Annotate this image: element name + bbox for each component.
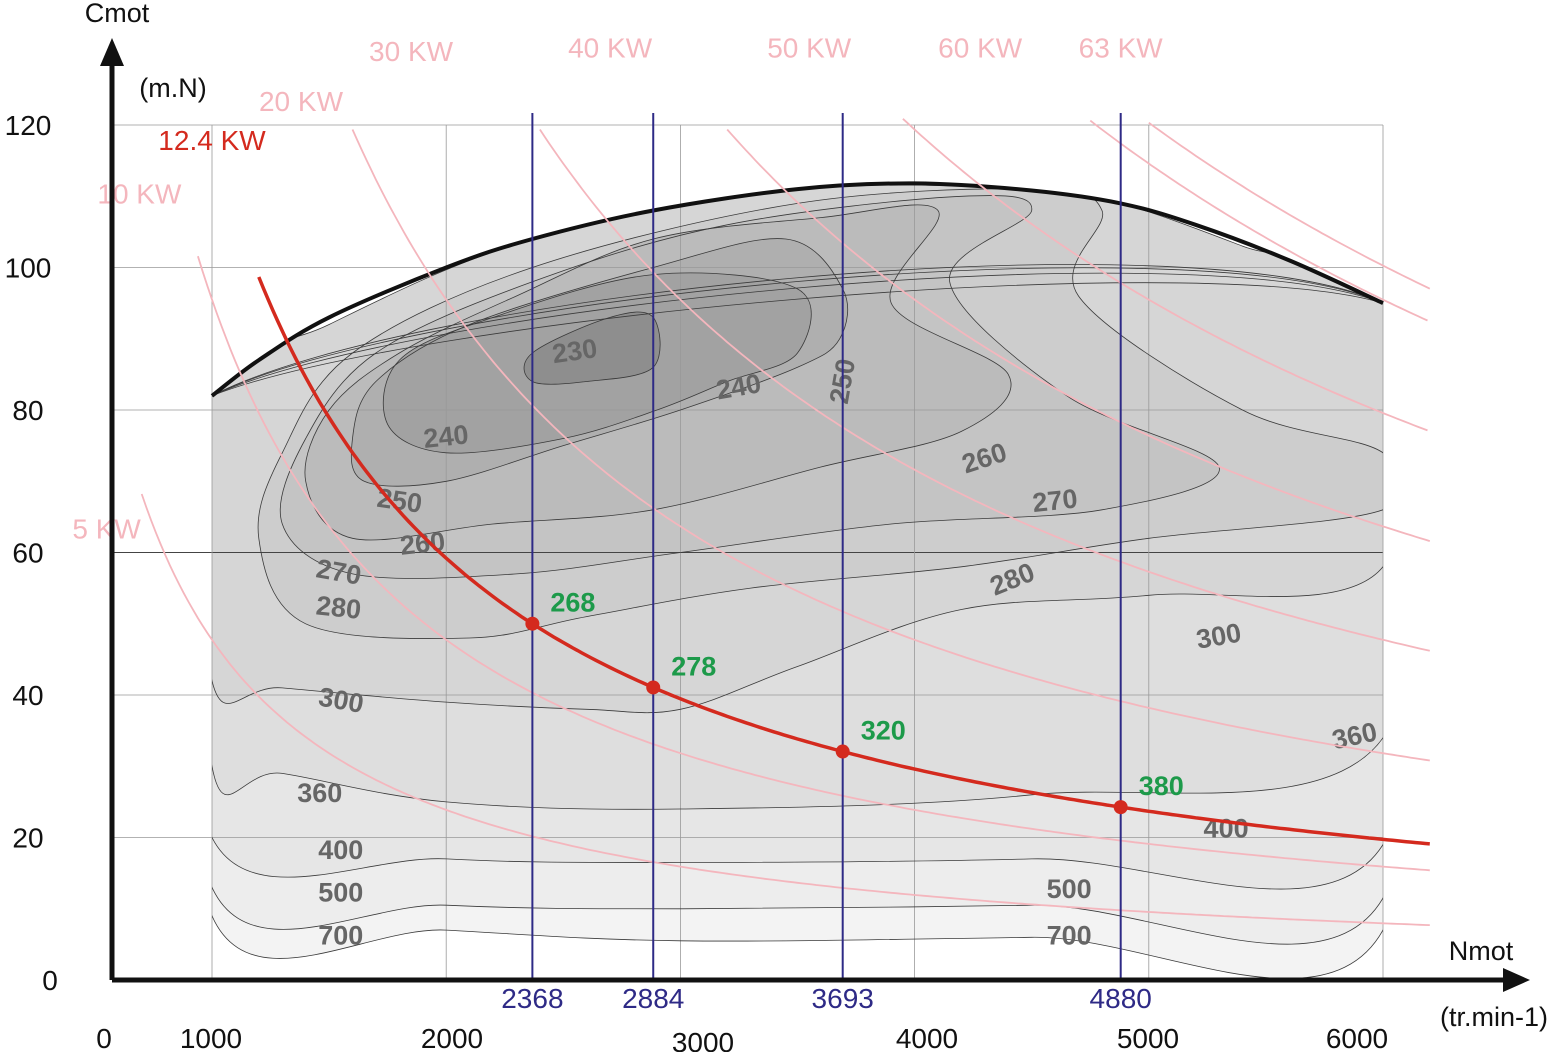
x-tick-3000: 3000 [672, 1027, 734, 1052]
power-curve-60kw [1089, 119, 1428, 322]
contour-label-230: 230 [550, 333, 599, 369]
contour-label-700: 700 [1047, 920, 1092, 950]
rpm-lines: 2368 2884 3693 4880 [501, 113, 1152, 1014]
y-axis-unit: (m.N) [139, 73, 206, 103]
axes: Cmot (m.N) Nmot (tr.min-1) 0 20 40 60 80 100 120 0 1… [5, 0, 1548, 1052]
power-label-40kw: 40 KW [568, 32, 653, 63]
x-tick-5000: 5000 [1117, 1023, 1179, 1052]
main-power-curve: 12.4 KW 268 278 320 380 [158, 125, 1430, 846]
x-axis-title: Nmot [1449, 936, 1514, 966]
contour-line-360 [212, 282, 1383, 810]
contour-label-400: 400 [318, 835, 363, 865]
x-tick-1000: 1000 [180, 1023, 242, 1052]
power-curve-5kw [140, 493, 1430, 926]
x-tick-4000: 4000 [896, 1023, 958, 1052]
power-curve-63kw [1148, 121, 1431, 290]
x-tick-6000: 6000 [1326, 1023, 1388, 1052]
power-label-30kw: 30 KW [369, 36, 454, 67]
y-tick-80: 80 [12, 395, 43, 426]
y-tick-0: 0 [42, 965, 58, 996]
power-label-20kw: 20 KW [259, 86, 344, 117]
y-tick-100: 100 [5, 253, 52, 284]
power-label-50kw: 50 KW [767, 32, 852, 63]
power-curve-10kw [197, 255, 1430, 872]
contour-line-400 [212, 272, 1383, 890]
contour-line-270 [279, 195, 1220, 579]
y-tick-60: 60 [12, 538, 43, 569]
x-tick-2000: 2000 [421, 1023, 483, 1052]
contour-label-500: 500 [1047, 874, 1092, 904]
power-label-60kw: 60 KW [938, 32, 1023, 63]
main-curve-label: 12.4 KW [158, 125, 266, 156]
y-tick-120: 120 [5, 110, 52, 141]
contour-line-700 [212, 264, 1383, 979]
contour-label-500: 500 [318, 878, 363, 908]
power-curve-40kw [726, 128, 1431, 542]
contour-label-700: 700 [318, 920, 363, 950]
contour-line-240 [382, 272, 812, 454]
x-tick-0: 0 [96, 1023, 112, 1052]
operating-value-320: 320 [861, 716, 906, 746]
contour-label-240: 240 [422, 419, 470, 454]
x-axis-unit: (tr.min-1) [1440, 1002, 1548, 1032]
y-axis-arrow [100, 38, 124, 66]
power-curve-30kw [539, 129, 1431, 652]
contour-label-260: 260 [399, 526, 447, 561]
full-load-line [210, 181, 1384, 398]
x-axis-arrow [1503, 968, 1530, 992]
full-load-curve [210, 181, 1384, 398]
operating-point-4880 [1113, 800, 1128, 815]
y-tick-40: 40 [12, 680, 43, 711]
operating-value-380: 380 [1139, 771, 1184, 801]
power-curve-50kw [902, 118, 1428, 432]
operating-point-2368 [525, 616, 540, 631]
operating-value-268: 268 [550, 588, 595, 618]
contour-fills [212, 184, 1383, 979]
contour-region-230 [524, 312, 661, 385]
operating-point-2884 [646, 680, 661, 695]
y-tick-20: 20 [12, 823, 43, 854]
operating-point-3693 [835, 744, 850, 759]
contour-label-280: 280 [315, 590, 363, 625]
rpm-tick-3693: 3693 [812, 983, 874, 1014]
operating-value-278: 278 [671, 651, 716, 681]
contour-label-270: 270 [1031, 483, 1079, 518]
contour-line-260 [304, 204, 1012, 541]
y-axis-title: Cmot [85, 0, 150, 28]
rpm-tick-2368: 2368 [501, 983, 563, 1014]
power-label-63kw: 63 KW [1079, 32, 1164, 63]
contour-label-360: 360 [297, 778, 342, 808]
power-label-5kw: 5 KW [72, 513, 141, 544]
rpm-tick-4880: 4880 [1090, 983, 1152, 1014]
rpm-tick-2884: 2884 [622, 983, 684, 1014]
